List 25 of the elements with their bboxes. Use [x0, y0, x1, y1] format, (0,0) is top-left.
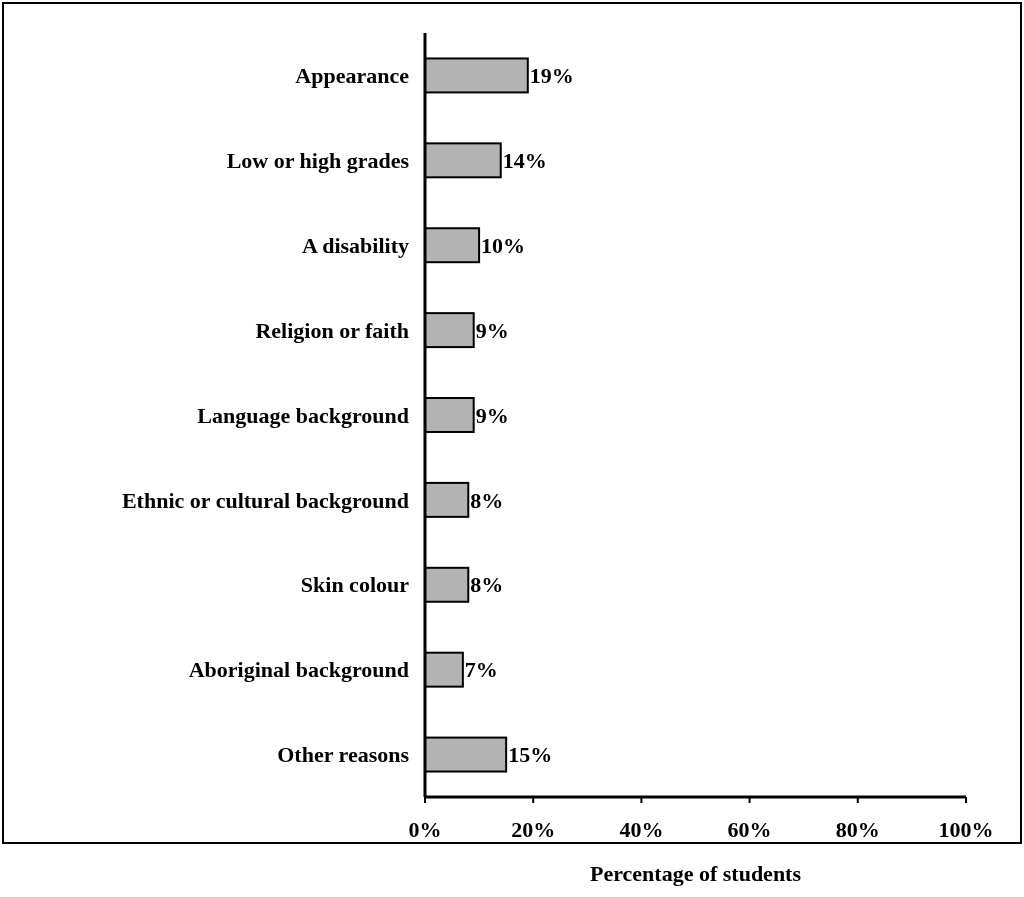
x-tick-label: 0%	[408, 817, 442, 842]
y-tick-label: Language background	[197, 402, 409, 428]
x-tick-label: 20%	[511, 817, 556, 842]
data-label: 8%	[470, 487, 504, 513]
x-tick-label: 80%	[835, 817, 880, 842]
data-label: 8%	[470, 572, 504, 598]
data-label: 15%	[508, 742, 553, 768]
x-tick-label: 40%	[619, 817, 664, 842]
x-tick-label: 100%	[938, 817, 994, 842]
y-tick-label: Appearance	[295, 63, 410, 89]
y-tick-label: Low or high grades	[226, 148, 410, 174]
data-label: 10%	[481, 232, 526, 258]
data-label: 9%	[475, 402, 509, 428]
y-tick-label: Skin colour	[300, 572, 410, 598]
y-tick-label: Ethnic or cultural background	[121, 487, 409, 513]
y-tick-label: Aboriginal background	[188, 657, 409, 683]
data-label: 9%	[475, 317, 509, 343]
x-axis-title: Percentage of students	[590, 861, 802, 886]
y-tick-label: Religion or faith	[255, 317, 409, 343]
data-label: 14%	[502, 148, 547, 174]
y-tick-label: A disability	[302, 232, 409, 258]
data-label: 19%	[529, 63, 574, 89]
y-tick-label: Other reasons	[277, 742, 410, 768]
x-tick-label: 60%	[727, 817, 772, 842]
data-label: 7%	[464, 657, 498, 683]
